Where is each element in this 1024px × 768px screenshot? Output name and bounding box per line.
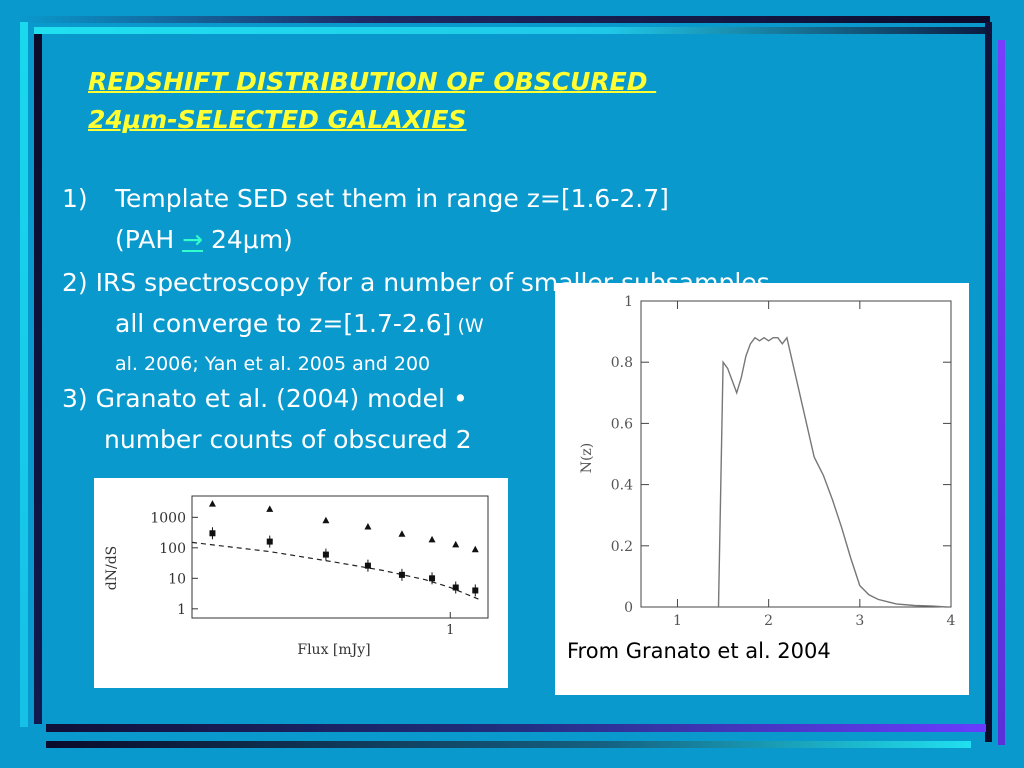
left-plot-xlabel: Flux [mJy] bbox=[297, 642, 370, 658]
right-plot-ylabel: N(z) bbox=[579, 443, 595, 474]
number-counts-chart: 1000 100 10 1 1 dN/dS Flux [mJy] bbox=[104, 495, 489, 658]
triangle-point bbox=[208, 500, 216, 507]
triangle-point bbox=[322, 516, 330, 524]
left-plot-frame bbox=[191, 495, 489, 619]
point-2-sub-citation: (W bbox=[451, 315, 484, 337]
point-1-subline: (PAH → 24μm) bbox=[115, 219, 293, 260]
triangle-point bbox=[364, 523, 372, 530]
point-1-sub-post: 24μm) bbox=[203, 225, 293, 254]
right-xtick-label: 4 bbox=[947, 613, 956, 629]
frame-right-bar bbox=[985, 22, 992, 742]
left-ytick-label: 1000 bbox=[150, 510, 186, 526]
left-ytick-label: 10 bbox=[168, 571, 186, 587]
frame-top-bar-inner bbox=[34, 27, 990, 34]
right-plot-frame bbox=[640, 300, 952, 608]
right-ytick-label: 0.6 bbox=[611, 416, 633, 432]
point-3-sub: number counts of obscured 2 bbox=[104, 425, 472, 454]
point-3-text: 3) Granato et al. (2004) model • bbox=[62, 384, 468, 413]
triangle-point bbox=[398, 530, 406, 537]
right-ytick-label: 1 bbox=[624, 294, 633, 310]
left-xtick-label: 1 bbox=[446, 623, 454, 638]
right-xtick-label: 3 bbox=[855, 613, 864, 629]
nz-curve bbox=[717, 336, 947, 608]
point-2-subline: all converge to z=[1.7-2.6] (W bbox=[115, 303, 484, 347]
point-2-sub: all converge to z=[1.7-2.6] bbox=[115, 309, 452, 338]
frame-bottom-bar bbox=[46, 724, 986, 732]
triangle-point bbox=[266, 505, 274, 512]
point-1-text: Template SED set them in range z=[1.6-2.… bbox=[115, 184, 669, 213]
arrow-right-icon[interactable]: → bbox=[182, 225, 204, 254]
point-2-sub2: al. 2006; Yan et al. 2005 and 200 bbox=[115, 353, 431, 375]
point-1-number: 1) bbox=[62, 184, 88, 213]
right-xtick-label: 2 bbox=[764, 613, 773, 629]
frame-left-bar bbox=[20, 22, 28, 727]
plot-caption: From Granato et al. 2004 bbox=[567, 639, 831, 663]
left-plot-ylabel: dN/dS bbox=[104, 546, 120, 590]
frame-bottom-bar-outer bbox=[46, 741, 971, 748]
frame-top-bar bbox=[20, 16, 990, 23]
model-dashed-line bbox=[191, 541, 480, 601]
triangle-point bbox=[428, 535, 436, 543]
right-ytick-label: 0.8 bbox=[611, 355, 633, 371]
number-counts-plot: 1000 100 10 1 1 dN/dS Flux [mJy] bbox=[94, 478, 508, 688]
triangle-point bbox=[471, 545, 479, 553]
left-ytick-label: 1 bbox=[177, 602, 186, 618]
right-xtick-label: 1 bbox=[673, 613, 682, 629]
right-ytick-label: 0.4 bbox=[611, 478, 633, 494]
left-ytick-label: 100 bbox=[159, 541, 186, 557]
slide-title: REDSHIFT DISTRIBUTION OF OBSCURED 24μm-S… bbox=[88, 63, 656, 139]
right-ytick-label: 0.2 bbox=[611, 539, 633, 555]
right-ytick-label: 0 bbox=[624, 600, 633, 616]
slide-title-line2: 24μm-SELECTED GALAXIES bbox=[88, 105, 467, 134]
point-1-sub-pre: (PAH bbox=[115, 225, 183, 254]
triangle-point bbox=[452, 540, 460, 548]
frame-right-bar-outer bbox=[998, 40, 1005, 745]
frame-left-bar-inner bbox=[34, 34, 42, 724]
slide-title-line1: REDSHIFT DISTRIBUTION OF OBSCURED bbox=[88, 67, 657, 96]
